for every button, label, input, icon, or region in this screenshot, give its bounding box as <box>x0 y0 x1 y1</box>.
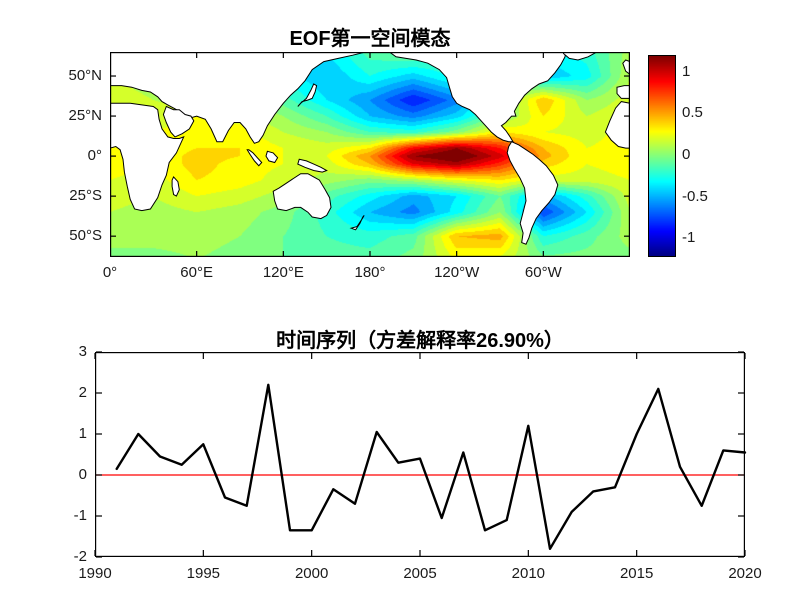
colorbar-tick-label: 1 <box>682 62 691 80</box>
timeseries-x-tick-label: 2015 <box>619 565 654 582</box>
map-y-tick-label: 50°N <box>68 67 102 85</box>
timeseries-axes-frame <box>95 352 745 558</box>
timeseries-plot <box>94 351 747 558</box>
landmass-japan <box>297 83 318 107</box>
timeseries-y-tick-label: -1 <box>73 507 87 524</box>
timeseries-x-tick-label: 2005 <box>403 565 437 582</box>
timeseries-x-tick-label: 1995 <box>186 565 221 582</box>
map-plot-area <box>110 52 630 257</box>
timeseries-y-tick-label: 0 <box>78 466 87 483</box>
map-y-tick-label: 25°S <box>69 187 102 205</box>
timeseries-y-tick-label: 1 <box>78 425 87 442</box>
timeseries-x-tick-label: 2010 <box>511 565 546 582</box>
landmass-west_africa <box>604 101 630 149</box>
landmass-north_america <box>388 52 567 143</box>
landmass-uk <box>622 59 630 76</box>
colorbar-tick-label: 0 <box>682 146 691 163</box>
landmass-new_zealand <box>349 215 365 231</box>
map-y-tick-label: 50°S <box>69 227 102 245</box>
pc1-timeseries-line <box>115 383 747 551</box>
landmass-iberia <box>616 85 630 99</box>
timeseries-y-tick-label: -2 <box>73 548 87 565</box>
timeseries-y-tick-label: 2 <box>78 384 87 401</box>
map-x-tick-label: 60°W <box>524 264 562 281</box>
landmass-greenland <box>562 52 598 61</box>
map-x-tick-label: 120°W <box>434 264 480 281</box>
map-axes-frame <box>110 52 630 257</box>
map-y-tick-label: 0° <box>87 147 102 165</box>
timeseries-x-tick-label: 1990 <box>78 565 112 582</box>
landmass-africa <box>110 102 185 212</box>
landmass-eurasia <box>110 52 367 144</box>
landmass-arabia <box>162 105 195 138</box>
colorbar-tick-label: -0.5 <box>682 187 708 205</box>
timeseries-title: 时间序列（方差解释率26.90%） <box>276 330 564 352</box>
landmass-madagascar <box>171 176 180 197</box>
map-y-tick-label: 25°N <box>68 107 102 125</box>
landmass-australia <box>272 173 332 220</box>
colorbar-tick-label: -1 <box>682 229 696 247</box>
colorbar <box>648 55 676 257</box>
timeseries-y-tick-label: 3 <box>78 343 87 360</box>
map-x-tick-label: 120°E <box>262 264 304 281</box>
landmass-sumatra <box>246 149 263 167</box>
timeseries-x-tick-label: 2000 <box>294 565 329 582</box>
colorbar-tick-label: 0.5 <box>682 104 703 122</box>
map-x-tick-label: 180° <box>354 264 386 281</box>
map-x-tick-label: 0° <box>102 264 118 281</box>
map-land-overlay <box>110 52 630 257</box>
landmass-borneo <box>265 150 279 164</box>
map-x-tick-label: 60°E <box>180 264 213 281</box>
timeseries-x-tick-label: 2020 <box>728 565 762 582</box>
map-title: EOF第一空间模态 <box>289 28 451 50</box>
landmass-south_america <box>506 141 559 245</box>
landmass-new_guinea <box>297 158 328 173</box>
